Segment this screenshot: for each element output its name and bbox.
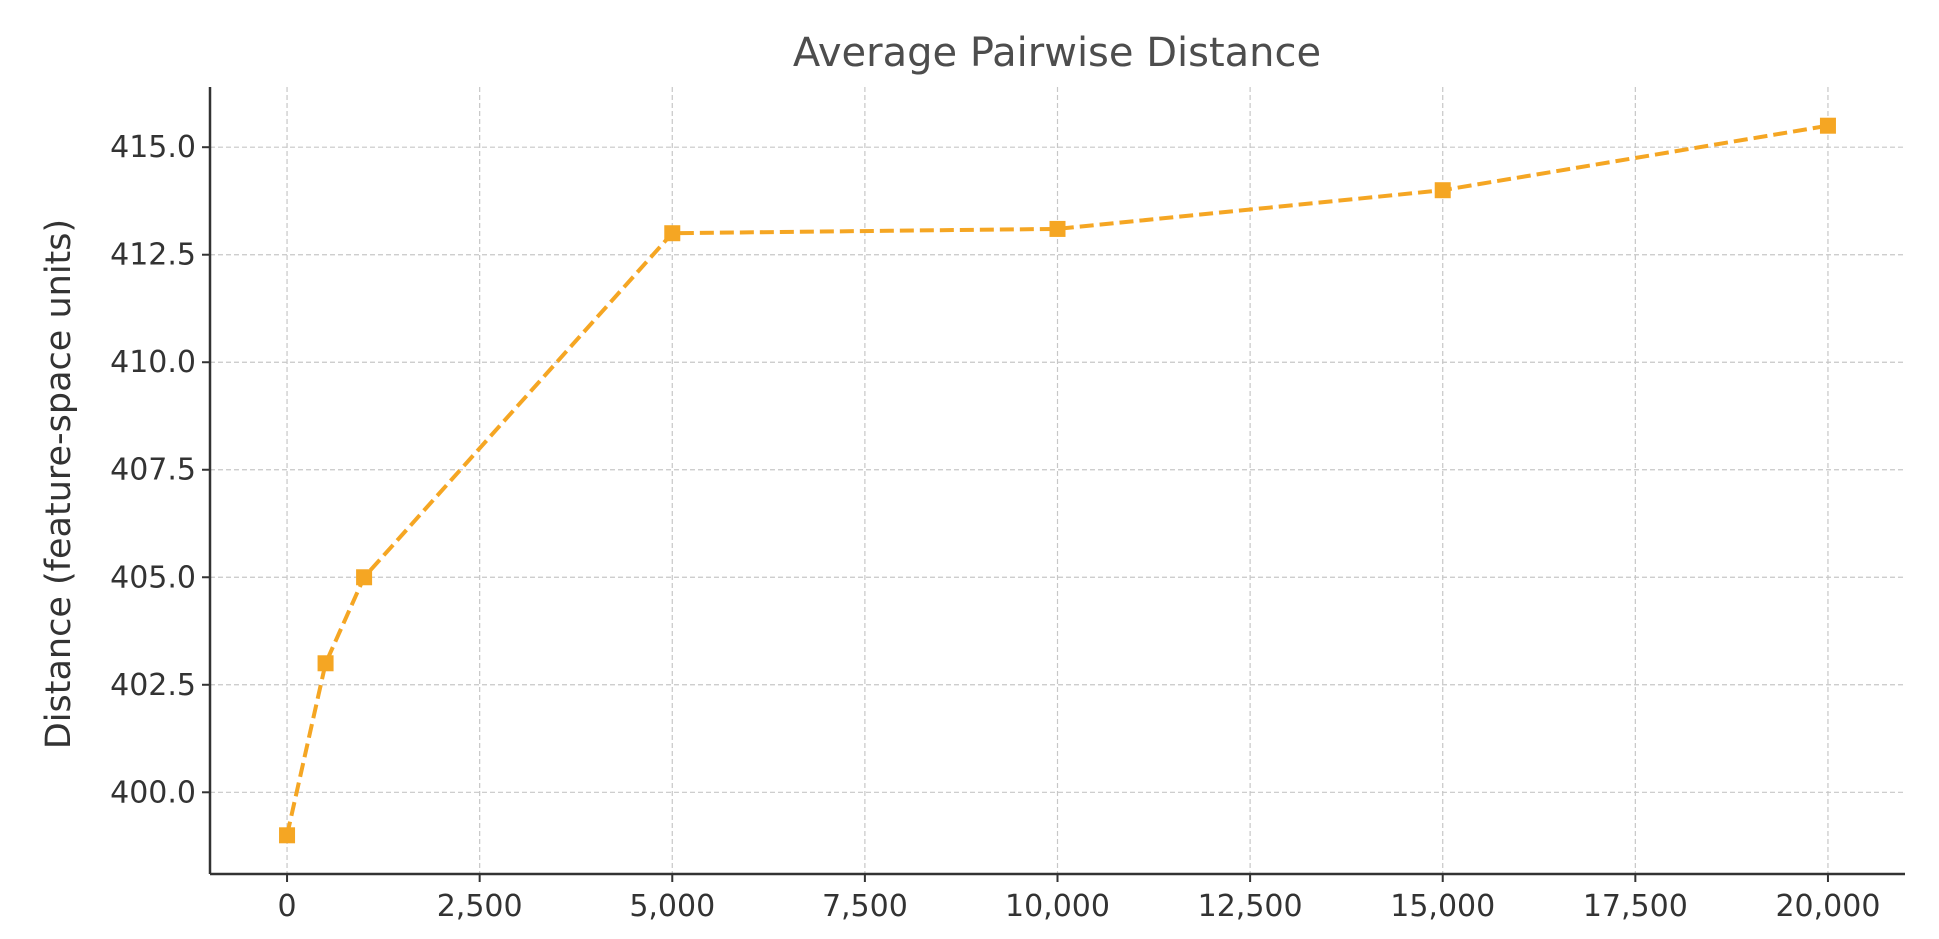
data-point-marker <box>317 655 334 672</box>
y-tick-label: 415.0 <box>110 130 196 165</box>
x-tick-label: 0 <box>277 889 296 924</box>
data-point-marker <box>664 225 681 242</box>
y-tick-label: 407.5 <box>110 453 196 488</box>
y-tick-label: 405.0 <box>110 560 196 595</box>
chart-title: Average Pairwise Distance <box>793 30 1321 76</box>
data-point-marker <box>1049 220 1066 237</box>
grid-lines <box>210 87 1905 874</box>
x-tick-label: 12,500 <box>1198 889 1303 924</box>
x-tick-label: 2,500 <box>437 889 523 924</box>
x-tick-label: 5,000 <box>629 889 715 924</box>
y-tick-label: 412.5 <box>110 238 196 273</box>
axes <box>202 87 1905 882</box>
y-tick-label: 402.5 <box>110 668 196 703</box>
data-series <box>279 117 1836 844</box>
x-tick-label: 17,500 <box>1583 889 1688 924</box>
data-point-marker <box>356 569 373 586</box>
data-point-marker <box>279 827 296 844</box>
y-tick-label: 400.0 <box>110 775 196 810</box>
x-tick-label: 10,000 <box>1005 889 1110 924</box>
x-tick-label: 20,000 <box>1775 889 1880 924</box>
data-point-marker <box>1434 182 1451 199</box>
x-tick-label: 15,000 <box>1390 889 1495 924</box>
data-point-marker <box>1819 117 1836 134</box>
tick-labels: 0 2,500 5,000 7,500 10,000 12,500 15,000 17,500… <box>110 130 1880 924</box>
y-tick-label: 410.0 <box>110 345 196 380</box>
x-tick-label: 7,500 <box>822 889 908 924</box>
y-axis-label: Distance (feature-space units) <box>39 219 79 749</box>
